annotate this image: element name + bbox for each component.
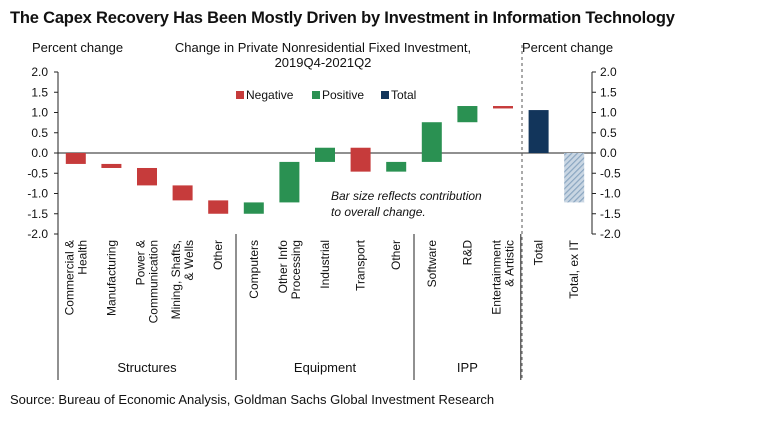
y-tick-label-left: -1.5 <box>27 207 48 221</box>
category-label-line: Processing <box>289 240 303 299</box>
category-label: Industrial <box>318 240 332 289</box>
y-tick-label-right: -2.0 <box>600 227 621 241</box>
category-label-line: Total, ex IT <box>567 239 581 298</box>
category-label: Mining, Shafts, & Wells <box>169 240 196 319</box>
category-label: Total <box>532 240 546 265</box>
group-label-equipment: Equipment <box>294 360 357 375</box>
chart-subtitle-line: Change in Private Nonresidential Fixed I… <box>175 40 471 55</box>
chart-subtitle-line: 2019Q4-2021Q2 <box>275 55 372 70</box>
y-tick-label-left: 1.0 <box>31 106 48 120</box>
bar-total <box>528 110 549 153</box>
y-tick-label-left: 0.0 <box>31 146 48 160</box>
category-label: Other <box>389 240 403 270</box>
legend-swatch-negative <box>236 91 244 99</box>
y-tick-label-left: 0.5 <box>31 126 48 140</box>
category-label-line: Total <box>532 240 546 265</box>
category-label-line: Software <box>425 240 439 288</box>
category-label: Other Info Processing <box>276 240 303 300</box>
category-label: Total, ex IT <box>567 239 581 298</box>
bar-other <box>386 161 407 172</box>
category-label: Power & Communication <box>134 240 161 323</box>
category-label: Other <box>211 240 225 270</box>
category-label-line: Mining, Shafts, <box>169 240 183 319</box>
bar-software <box>421 122 442 162</box>
category-label: R&D <box>460 240 474 266</box>
category-label-line: Communication <box>147 240 161 323</box>
bar-manufacturing <box>101 163 122 168</box>
y-axis-title-left: Percent change <box>32 40 123 55</box>
category-label: Manufacturing <box>104 240 118 316</box>
bar-other <box>208 200 229 214</box>
bar-commercial-health <box>65 153 86 164</box>
y-tick-label-left: -1.0 <box>27 187 48 201</box>
y-tick-label-right: -1.5 <box>600 207 621 221</box>
y-tick-label-left: 2.0 <box>31 65 48 79</box>
bar-transport <box>350 147 371 172</box>
bar-total-ex-it <box>564 153 585 203</box>
y-tick-label-right: 0.0 <box>600 146 617 160</box>
category-label-line: Other <box>211 240 225 270</box>
group-label-structures: Structures <box>117 360 177 375</box>
chart-title: The Capex Recovery Has Been Mostly Drive… <box>10 9 675 27</box>
category-label-line: Commercial & <box>62 240 76 315</box>
category-label: Entertainment & Artistic <box>490 239 517 314</box>
category-label-line: Computers <box>247 240 261 299</box>
legend-swatch-total <box>381 91 389 99</box>
legend-label-total: Total <box>391 88 416 102</box>
source-note: Source: Bureau of Economic Analysis, Gol… <box>10 392 495 407</box>
category-label-line: Manufacturing <box>104 240 118 316</box>
y-tick-label-left: 1.5 <box>31 85 48 99</box>
y-tick-label-left: -2.0 <box>27 227 48 241</box>
y-axis-title-right: Percent change <box>522 40 613 55</box>
category-label: Commercial & Health <box>62 240 89 315</box>
legend-label-positive: Positive <box>322 88 364 102</box>
y-tick-label-right: 2.0 <box>600 65 617 79</box>
bar-power-communication <box>137 167 157 186</box>
bar-industrial <box>315 147 335 162</box>
y-tick-label-right: -0.5 <box>600 166 621 180</box>
y-tick-label-right: 1.0 <box>600 106 617 120</box>
bar-mining-shafts-wells <box>172 185 193 201</box>
category-label-line: Transport <box>354 239 368 291</box>
category-label-line: Other Info <box>276 240 290 294</box>
annotation-line: to overall change. <box>331 205 426 219</box>
category-label-line: Industrial <box>318 240 332 289</box>
category-label-line: Power & <box>134 240 148 285</box>
category-label-line: Health <box>75 240 89 275</box>
bar-entertainment-artistic <box>493 106 513 109</box>
legend-swatch-positive <box>312 91 320 99</box>
y-tick-label-right: 1.5 <box>600 85 617 99</box>
category-label-line: R&D <box>460 240 474 266</box>
bar-other-info-processing <box>279 161 300 203</box>
category-label-line: Entertainment <box>490 239 504 314</box>
category-label-line: Other <box>389 240 403 270</box>
annotation-line: Bar size reflects contribution <box>331 189 482 203</box>
category-label: Software <box>425 240 439 288</box>
y-tick-label-left: -0.5 <box>27 166 48 180</box>
bar-r-d <box>457 106 478 123</box>
group-label-ipp: IPP <box>457 360 478 375</box>
category-label-line: & Artistic <box>503 240 517 287</box>
y-tick-label-right: 0.5 <box>600 126 617 140</box>
bar-computers <box>243 202 264 214</box>
legend-label-negative: Negative <box>246 88 294 102</box>
category-label: Computers <box>247 240 261 299</box>
category-label-line: & Wells <box>182 240 196 280</box>
y-tick-label-right: -1.0 <box>600 187 621 201</box>
category-label: Transport <box>354 239 368 291</box>
